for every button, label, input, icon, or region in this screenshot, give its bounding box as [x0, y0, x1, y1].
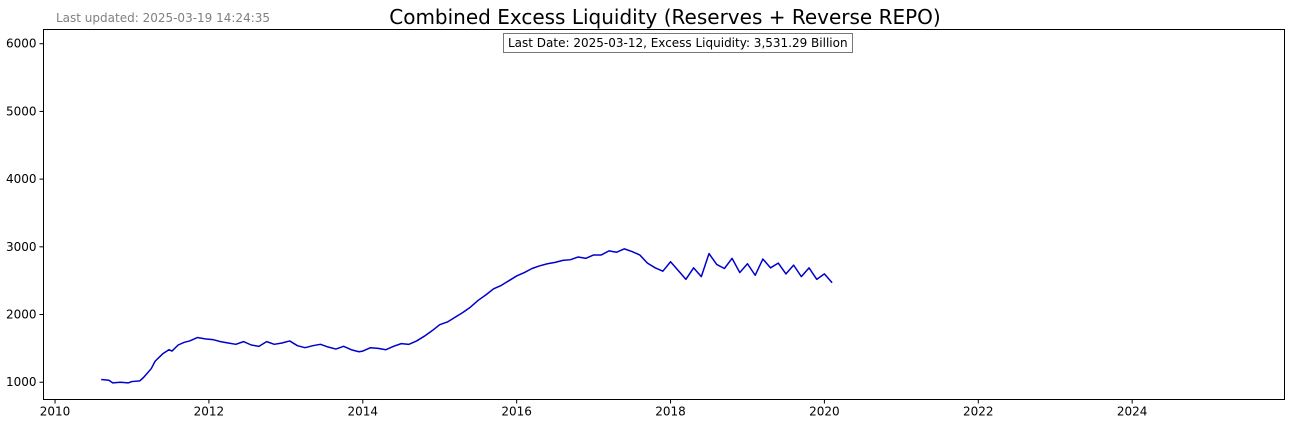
y-tick-label: 5000: [6, 104, 37, 118]
last-updated-label: Last updated: 2025-03-19 14:24:35: [56, 11, 271, 25]
x-tick-label: 2014: [348, 405, 379, 419]
series-layer: [101, 248, 833, 384]
x-tick-label: 2018: [655, 405, 686, 419]
y-tick-label: 4000: [6, 172, 37, 186]
y-axis: 1000 2000 3000 4000 5000 6000: [6, 37, 44, 389]
y-tick-label: 2000: [6, 308, 37, 322]
x-tick-label: 2020: [809, 405, 840, 419]
x-tick-label: 2012: [194, 405, 225, 419]
y-tick-label: 6000: [6, 37, 37, 51]
x-axis: 2010 2012 2014 2016 2018 2020 2022 2024: [40, 399, 1148, 419]
last-value-annotation: Last Date: 2025-03-12, Excess Liquidity:…: [503, 33, 853, 53]
series-line: [101, 248, 833, 384]
y-tick-label: 1000: [6, 375, 37, 389]
x-tick-label: 2016: [501, 405, 532, 419]
x-tick-label: 2022: [963, 405, 994, 419]
x-tick-label: 2010: [40, 405, 71, 419]
x-tick-label: 2024: [1117, 405, 1148, 419]
plot-frame: [43, 29, 1285, 400]
y-tick-label: 3000: [6, 240, 37, 254]
chart-title: Combined Excess Liquidity (Reserves + Re…: [389, 5, 941, 29]
plot-border: [43, 29, 1285, 400]
